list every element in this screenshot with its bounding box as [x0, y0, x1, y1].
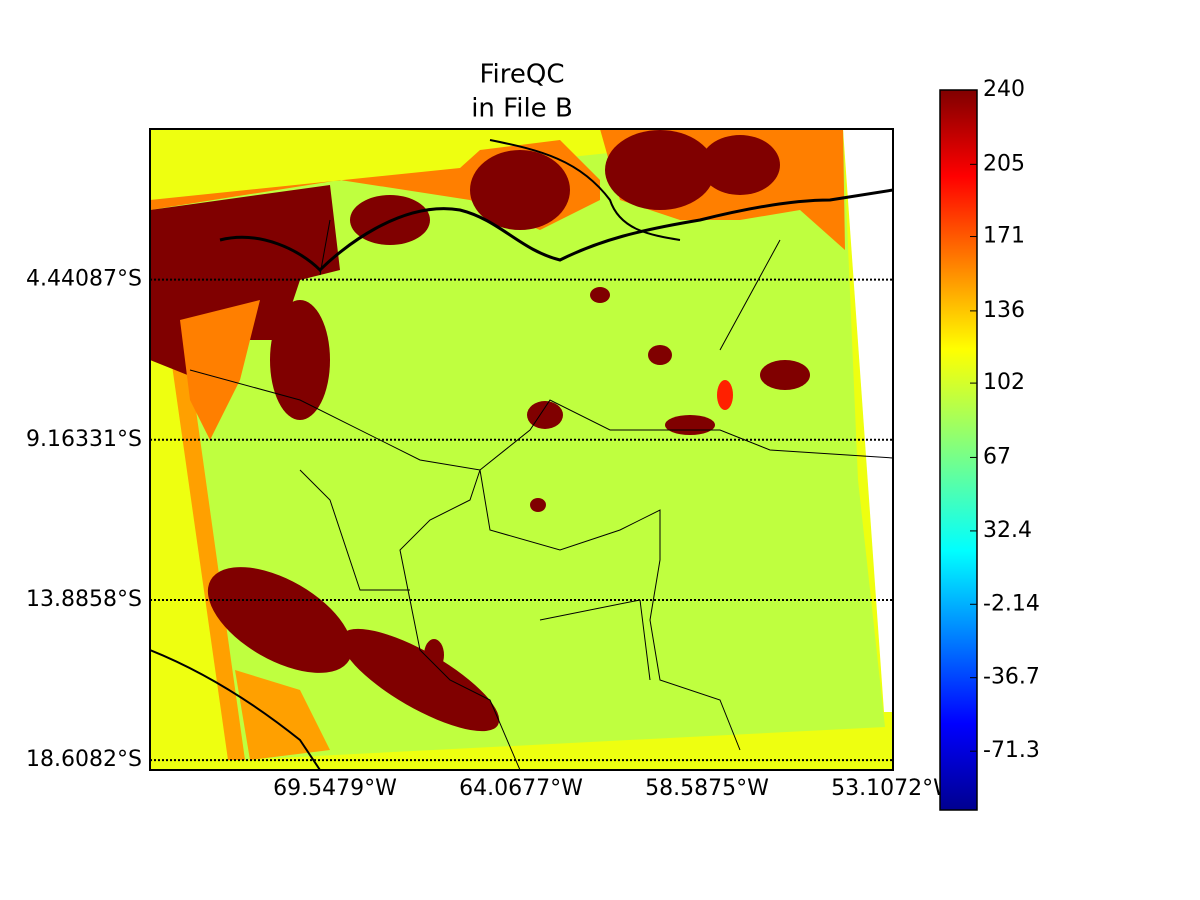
- colorbar: [939, 89, 978, 811]
- map-frame: [149, 128, 894, 771]
- axes: 4.44087°S 9.16331°S 13.8858°S 18.6082°S 69.5…: [26, 267, 955, 801]
- colorbar-tick-label: -2.14: [983, 591, 1040, 616]
- map-raster: [150, 129, 893, 770]
- colorbar-tick-label: 136: [983, 298, 1025, 323]
- y-tick-label: 18.6082°S: [26, 747, 142, 772]
- x-tick-label: 64.0677°W: [459, 776, 583, 801]
- y-tick-label: 4.44087°S: [26, 267, 142, 292]
- colorbar-tick-label: -71.3: [983, 738, 1040, 763]
- x-tick-label: 53.1072°W: [831, 776, 955, 801]
- colorbar-tick-label: 102: [983, 370, 1025, 395]
- colorbar-tick-label: 205: [983, 151, 1025, 176]
- colorbar-ticks: 240 205 171 136 102 67 32.4 -2.14 -36.7 -71.3: [970, 77, 1040, 763]
- colorbar-tick-label: 67: [983, 444, 1011, 469]
- x-tick-label: 58.5875°W: [645, 776, 769, 801]
- x-tick-label: 69.5479°W: [273, 776, 397, 801]
- colorbar-tick-label: 240: [983, 77, 1025, 102]
- y-tick-label: 13.8858°S: [26, 587, 142, 612]
- map-title: FireQC: [479, 60, 564, 90]
- colorbar-tick-label: 32.4: [983, 518, 1032, 543]
- map-subtitle: in File B: [471, 94, 573, 124]
- colorbar-tick-label: -36.7: [983, 665, 1040, 690]
- y-tick-label: 9.16331°S: [26, 427, 142, 452]
- colorbar-tick-label: 171: [983, 224, 1025, 249]
